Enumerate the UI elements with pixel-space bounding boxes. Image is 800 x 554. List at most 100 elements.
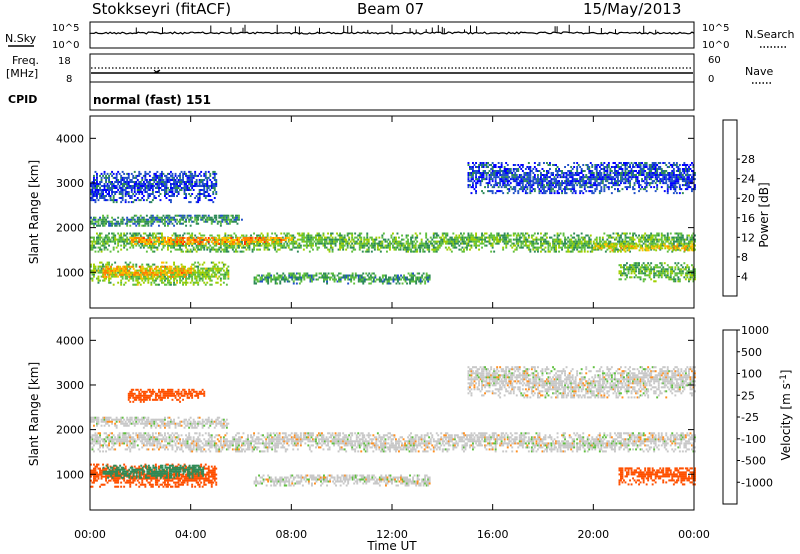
heatmap-cell — [114, 273, 117, 276]
heatmap-cell — [546, 174, 548, 177]
heatmap-cell — [626, 236, 628, 239]
heatmap-cell — [145, 244, 148, 247]
heatmap-cell — [96, 181, 98, 184]
heatmap-cell — [515, 174, 518, 177]
heatmap-cell — [203, 248, 206, 251]
heatmap-cell — [133, 189, 136, 192]
heatmap-cell — [307, 236, 310, 239]
heatmap-cell — [574, 242, 577, 245]
heatmap-cell — [209, 179, 212, 182]
heatmap-cell — [559, 240, 562, 243]
heatmap-cell — [461, 236, 464, 239]
heatmap-cell — [369, 282, 372, 285]
heatmap-cell — [506, 236, 509, 239]
heatmap-cell — [423, 250, 426, 253]
heatmap-cell — [121, 170, 124, 173]
heatmap-cell — [201, 273, 204, 276]
heatmap-cell — [324, 242, 326, 245]
heatmap-cell — [537, 174, 539, 177]
noise-tick-left-high: 10^5 — [52, 23, 79, 34]
heatmap-cell — [410, 240, 413, 243]
heatmap-cell — [100, 232, 103, 235]
heatmap-cell — [168, 239, 171, 242]
heatmap-cell — [384, 240, 387, 243]
heatmap-cell — [472, 162, 474, 165]
heatmap-cell — [141, 263, 144, 266]
heatmap-cell — [466, 244, 468, 247]
heatmap-cell — [396, 232, 399, 235]
heatmap-cell — [144, 279, 147, 282]
heatmap-cell — [258, 274, 261, 277]
heatmap-cell — [401, 234, 404, 237]
heatmap-cell — [105, 181, 108, 184]
heatmap-cell — [227, 250, 230, 253]
heatmap-cell — [627, 242, 630, 245]
heatmap-cell — [118, 267, 121, 270]
heatmap-cell — [624, 250, 627, 253]
heatmap-cell — [352, 238, 355, 241]
heatmap-cell — [179, 244, 182, 247]
heatmap-cell — [164, 224, 166, 227]
heatmap-cell — [601, 236, 604, 239]
heatmap-cell — [573, 240, 576, 243]
heatmap-cell — [558, 244, 561, 247]
heatmap-cell — [393, 246, 396, 249]
heatmap-cell — [431, 238, 434, 241]
heatmap-cell — [132, 239, 135, 242]
heatmap-cell — [287, 238, 290, 241]
heatmap-cell — [292, 240, 295, 243]
heatmap-cell — [642, 242, 645, 245]
heatmap-cell — [604, 240, 607, 243]
heatmap-cell — [147, 273, 150, 276]
heatmap-cell — [325, 236, 328, 239]
heatmap-cell — [618, 236, 621, 239]
heatmap-cell — [204, 243, 207, 246]
heatmap-cell — [650, 240, 653, 243]
heatmap-cell — [111, 189, 114, 192]
heatmap-cell — [321, 242, 323, 245]
heatmap-cell — [186, 248, 189, 251]
heatmap-cell — [102, 244, 105, 247]
heatmap-cell — [207, 176, 210, 179]
heatmap-cell — [135, 224, 138, 227]
heatmap-cell — [312, 242, 314, 245]
heatmap-cell — [378, 242, 381, 245]
heatmap-cell — [398, 244, 400, 247]
heatmap-cell — [213, 189, 216, 192]
heatmap-cell — [201, 267, 204, 270]
heatmap-cell — [423, 244, 426, 247]
heatmap-cell — [620, 240, 622, 243]
heatmap-cell — [312, 244, 314, 247]
heatmap-cell — [99, 246, 102, 249]
heatmap-cell — [121, 216, 124, 219]
heatmap-cell — [488, 242, 491, 245]
heatmap-cell — [200, 271, 203, 274]
heatmap-cell — [473, 164, 476, 167]
heatmap-cell — [588, 236, 591, 239]
heatmap-cell — [176, 273, 179, 276]
heatmap-cell — [577, 240, 580, 243]
heatmap-cell — [351, 246, 354, 249]
heatmap-cell — [153, 195, 156, 198]
heatmap-cell — [94, 218, 97, 221]
heatmap-cell — [94, 170, 97, 173]
heatmap-cell — [588, 242, 591, 245]
heatmap-cell — [158, 189, 160, 192]
heatmap-cell — [266, 234, 269, 237]
heatmap-cell — [133, 232, 136, 235]
heatmap-cell — [686, 242, 689, 245]
heatmap-cell — [127, 201, 130, 204]
heatmap-cell — [582, 244, 585, 247]
heatmap-cell — [363, 238, 366, 241]
heatmap-cell — [380, 278, 383, 281]
heatmap-cell — [194, 172, 197, 175]
heatmap-cell — [591, 244, 594, 247]
heatmap-cell — [304, 244, 307, 247]
heatmap-cell — [435, 246, 438, 249]
heatmap-cell — [301, 232, 304, 235]
heatmap-cell — [472, 182, 474, 185]
heatmap-cell — [274, 244, 277, 247]
heatmap-cell — [538, 164, 541, 167]
heatmap-cell — [167, 224, 169, 227]
heatmap-cell — [541, 182, 544, 185]
